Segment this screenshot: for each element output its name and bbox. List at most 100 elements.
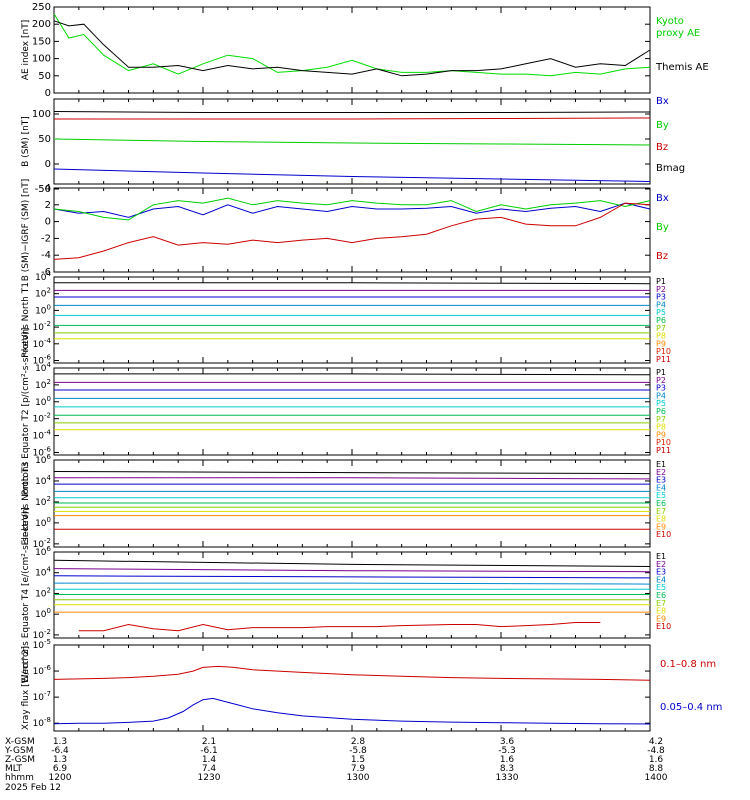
y-tick-label: 106 (35, 545, 51, 558)
ephemeris-value: 4.2 (649, 737, 663, 747)
y-tick-label: 104 (35, 361, 51, 374)
ephemeris-value: 8.8 (649, 764, 664, 774)
y-tick-label: 102 (35, 287, 51, 300)
legend-themis-ae: Themis AE (655, 62, 709, 73)
y-axis-label: Xray flux [W/m^2] (21, 646, 31, 730)
legend-e1: E1 (656, 460, 666, 469)
ephemeris-value: 1330 (496, 773, 519, 783)
legend-e2: E2 (656, 560, 666, 569)
ephemeris-row-label: Y-GSM (4, 746, 33, 756)
y-axis-label: Protons Equator T2 [p/(cm²-s-sr-keV)] (21, 328, 31, 496)
series-line-p1 (54, 282, 651, 285)
ephemeris-value: 1300 (347, 773, 370, 783)
y-tick-label: -50 (35, 184, 51, 195)
legend-db-bx: Bx (656, 193, 669, 204)
series-line-bz (54, 117, 651, 120)
ephemeris-row-label: X-GSM (5, 737, 35, 747)
legend-e9: E9 (656, 522, 666, 531)
legend-p6: P6 (656, 407, 666, 416)
panel-frame (53, 644, 651, 732)
legend-p10: P10 (656, 347, 671, 356)
legend-e7: E7 (656, 507, 666, 516)
y-tick-label: 10-2 (33, 320, 51, 333)
series-line-by (53, 138, 651, 146)
legend-e6: E6 (656, 591, 666, 600)
y-tick-label: 106 (35, 453, 51, 466)
y-axis-label: Protons North T1 (21, 282, 31, 358)
y-axis-label: B (SM)−IGRF (SM) [nT] (21, 179, 31, 282)
ephemeris-value: -6.1 (200, 746, 218, 756)
series-line-0-1-0-8-nm (53, 665, 651, 681)
ephemeris-value: 1200 (49, 773, 72, 783)
legend-e3: E3 (656, 568, 666, 577)
y-tick-label: 0 (45, 159, 51, 170)
series-line-themis-ae (53, 20, 651, 77)
legend-e6: E6 (656, 499, 666, 508)
series-line-bz (53, 202, 651, 260)
legend-p2: P2 (656, 285, 666, 294)
legend-e4: E4 (656, 483, 666, 492)
ephemeris-row-label: MLT (5, 764, 23, 774)
ephemeris-value: 1.3 (53, 737, 67, 747)
legend-e8: E8 (656, 607, 666, 616)
y-tick-label: 10-4 (33, 337, 52, 350)
y-tick-label: 10-2 (33, 412, 51, 425)
legend-e5: E5 (656, 583, 666, 592)
y-tick-label: 50 (38, 134, 51, 145)
panel-1: AE index [nT] (21, 6, 651, 94)
series-line-e2 (53, 568, 651, 573)
series-line-e4 (54, 582, 651, 585)
y-tick-label: 102 (35, 378, 51, 391)
legend-p3: P3 (656, 293, 666, 302)
series-line-e1 (53, 559, 651, 567)
y-tick-label: 10-4 (33, 429, 52, 442)
y-tick-label: 2 (45, 200, 51, 211)
y-tick-label: 104 (35, 474, 51, 487)
legend-b-bz: Bz (656, 142, 668, 153)
legend-p7: P7 (656, 415, 666, 424)
legend-p2: P2 (656, 376, 666, 385)
panel-frame (53, 367, 651, 456)
legend-p8: P8 (656, 332, 666, 341)
y-tick-label: 100 (35, 303, 51, 316)
y-tick-label: 4 (45, 183, 51, 194)
y-axis-label: Electrons North T3 (21, 462, 31, 546)
ephemeris-row-label: hhmm (5, 773, 34, 783)
legend-db-bz: Bz (656, 251, 668, 262)
series-line-e1 (53, 471, 651, 475)
legend-p6: P6 (656, 316, 666, 325)
series-line-by (53, 197, 651, 221)
legend-db-by: By (656, 222, 669, 233)
y-tick-label: 200 (32, 19, 51, 30)
legend-e2: E2 (656, 468, 666, 477)
legend-p5: P5 (656, 399, 666, 408)
legend-e9: E9 (656, 614, 666, 623)
ephemeris-value: -5.3 (498, 746, 516, 756)
legend-e8: E8 (656, 515, 666, 524)
ephemeris-value: -6.4 (51, 746, 69, 756)
ephemeris-value: 1.3 (53, 755, 67, 765)
legend-e3: E3 (656, 476, 666, 485)
y-tick-label: 10-7 (33, 690, 51, 703)
ephemeris-value: 3.6 (500, 737, 515, 747)
ephemeris-value: 1230 (198, 773, 221, 783)
y-tick-label: 10-2 (33, 537, 51, 550)
ephemeris-row-label: 2025 Feb 12 (5, 783, 61, 793)
legend-p9: P9 (656, 430, 666, 439)
legend-e1: E1 (656, 552, 666, 561)
legend-p4: P4 (656, 300, 666, 309)
ephemeris-value: 1.6 (500, 755, 515, 765)
y-tick-label: 0 (45, 217, 51, 228)
ephemeris-value: 2.8 (351, 737, 366, 747)
legend-p7: P7 (656, 324, 666, 333)
ephemeris-value: 8.3 (500, 764, 514, 774)
legend-p3: P3 (656, 384, 666, 393)
legend-p11: P11 (656, 446, 671, 455)
y-axis-label: AE index [nT] (21, 20, 31, 80)
series-line-e2 (54, 477, 651, 480)
legend-p4: P4 (656, 391, 666, 400)
legend-b-bx: Bx (656, 96, 669, 107)
y-tick-label: 250 (32, 2, 51, 13)
